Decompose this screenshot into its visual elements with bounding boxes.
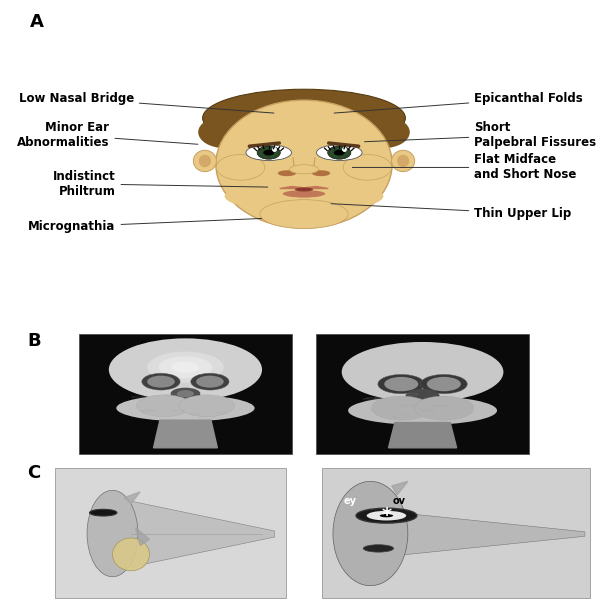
Ellipse shape	[263, 150, 274, 156]
Ellipse shape	[392, 150, 415, 171]
Ellipse shape	[199, 154, 211, 167]
Polygon shape	[389, 423, 457, 448]
Ellipse shape	[283, 190, 325, 198]
Ellipse shape	[159, 356, 212, 378]
Text: Minor Ear
Abnormalities: Minor Ear Abnormalities	[17, 120, 198, 148]
Ellipse shape	[357, 116, 410, 148]
Ellipse shape	[289, 165, 319, 174]
Ellipse shape	[142, 373, 180, 390]
Text: Micrognathia: Micrognathia	[28, 218, 261, 233]
Text: Epicanthal Folds: Epicanthal Folds	[334, 92, 583, 113]
Ellipse shape	[147, 376, 175, 388]
Text: Short
Palpebral Fissures: Short Palpebral Fissures	[365, 120, 596, 148]
Ellipse shape	[312, 170, 330, 176]
Ellipse shape	[378, 375, 424, 394]
Ellipse shape	[112, 538, 150, 571]
Ellipse shape	[87, 490, 138, 577]
Ellipse shape	[371, 396, 431, 420]
Polygon shape	[153, 420, 217, 448]
Ellipse shape	[397, 154, 409, 167]
Ellipse shape	[171, 362, 199, 373]
Ellipse shape	[109, 339, 262, 401]
Ellipse shape	[316, 145, 362, 161]
Ellipse shape	[406, 389, 440, 403]
Text: Indistinct
Philtrum: Indistinct Philtrum	[53, 170, 268, 198]
Text: C: C	[27, 463, 41, 482]
Ellipse shape	[225, 180, 384, 212]
Text: *: *	[381, 506, 392, 525]
Ellipse shape	[342, 342, 503, 402]
Bar	[79, 334, 292, 454]
Ellipse shape	[260, 199, 348, 229]
Text: ov: ov	[393, 496, 406, 506]
Text: B: B	[27, 332, 41, 350]
Bar	[322, 468, 590, 598]
Bar	[55, 468, 286, 598]
Ellipse shape	[344, 154, 392, 180]
Ellipse shape	[196, 376, 224, 388]
Ellipse shape	[89, 510, 117, 516]
Text: Low Nasal Bridge: Low Nasal Bridge	[18, 92, 274, 113]
Ellipse shape	[177, 390, 194, 397]
Ellipse shape	[246, 145, 292, 161]
Bar	[316, 334, 529, 454]
Ellipse shape	[137, 395, 192, 416]
Polygon shape	[124, 492, 140, 503]
Polygon shape	[280, 187, 328, 188]
Ellipse shape	[363, 545, 393, 552]
Ellipse shape	[216, 154, 264, 180]
Ellipse shape	[202, 89, 406, 147]
Ellipse shape	[348, 396, 497, 425]
Ellipse shape	[328, 146, 351, 159]
Polygon shape	[392, 482, 408, 495]
Ellipse shape	[179, 395, 234, 416]
Ellipse shape	[278, 170, 296, 176]
Ellipse shape	[198, 116, 251, 148]
Text: Thin Upper Lip: Thin Upper Lip	[331, 204, 572, 220]
Ellipse shape	[367, 511, 406, 520]
Ellipse shape	[170, 388, 201, 399]
Polygon shape	[136, 528, 150, 545]
Text: Flat Midface
and Short Nose: Flat Midface and Short Nose	[353, 153, 576, 181]
Ellipse shape	[384, 377, 418, 392]
Ellipse shape	[116, 395, 255, 421]
Ellipse shape	[147, 351, 224, 383]
Ellipse shape	[257, 146, 280, 159]
Ellipse shape	[421, 375, 468, 394]
Ellipse shape	[414, 396, 474, 420]
Text: A: A	[30, 13, 44, 31]
Ellipse shape	[295, 187, 313, 192]
Text: ey: ey	[344, 496, 357, 506]
Ellipse shape	[333, 482, 408, 586]
Ellipse shape	[193, 150, 216, 171]
Ellipse shape	[427, 377, 461, 392]
Ellipse shape	[380, 514, 393, 517]
Ellipse shape	[356, 508, 417, 523]
Ellipse shape	[216, 100, 392, 228]
Ellipse shape	[334, 150, 345, 156]
Ellipse shape	[191, 373, 229, 390]
